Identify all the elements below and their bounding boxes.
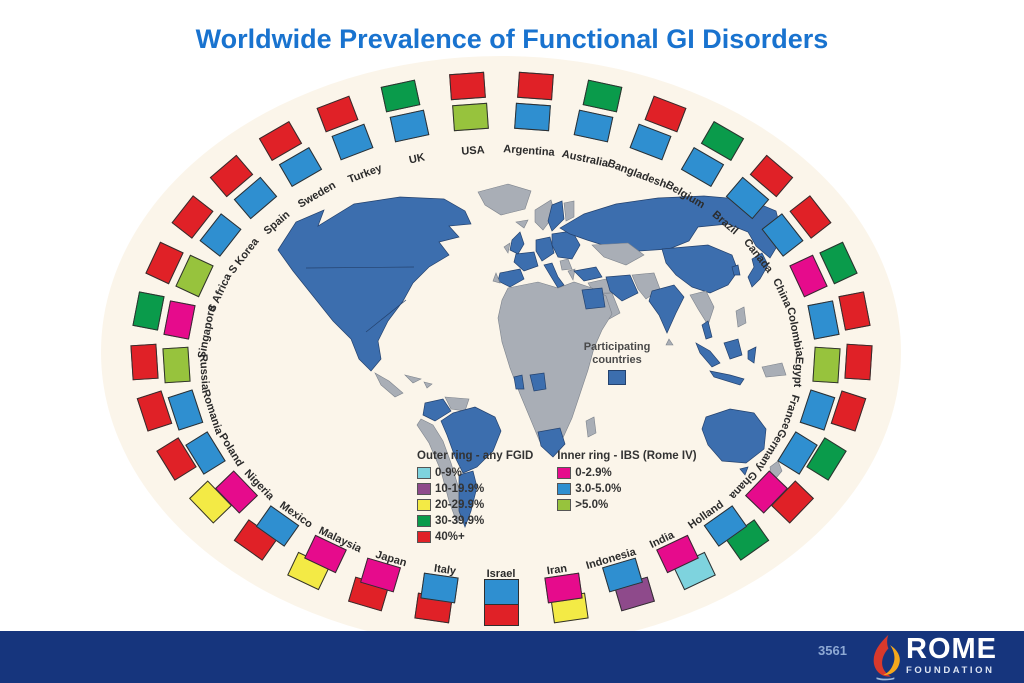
rome-foundation-logo: ROME FOUNDATION — [868, 633, 997, 681]
footer-bar: 3561 ROME FOUNDATION — [0, 631, 1024, 683]
legend-outer-item: 0-9% — [417, 465, 533, 481]
legend-outer-swatch — [417, 499, 431, 511]
flame-icon — [873, 634, 900, 681]
legend-outer-title: Outer ring - any FGID — [417, 450, 534, 462]
participating-countries-note: Participating countries — [565, 341, 669, 385]
egypt-outer-square — [843, 343, 873, 380]
usa-outer-square — [449, 71, 486, 101]
east-asia — [661, 244, 769, 328]
legend-outer-ring: Outer ring - any FGID 0-9% 10-19.9% 20-29.… — [417, 450, 533, 545]
legend-inner-title: Inner ring - IBS (Rome IV) — [557, 450, 697, 462]
slide-title: Worldwide Prevalence of Functional GI Di… — [195, 24, 829, 54]
world-map — [277, 183, 787, 528]
legend-outer-label: 20-29.9% — [435, 499, 485, 511]
legend-outer-item: 40%+ — [417, 529, 533, 545]
kazakhstan — [591, 242, 645, 266]
north-america — [277, 196, 472, 372]
legend-inner-swatch — [557, 483, 572, 495]
legend-outer-label: 0-9% — [435, 467, 462, 479]
israel-label: Israel — [486, 567, 516, 581]
argentina-inner-square — [514, 102, 551, 132]
legend-outer-swatch — [417, 531, 431, 543]
legend-outer-item: 10-19.9% — [417, 481, 533, 497]
usa-inner-square — [452, 102, 489, 132]
legend-inner-item: >5.0% — [557, 497, 696, 513]
legend-inner-label: 3.0-5.0% — [575, 483, 622, 495]
iceland — [515, 219, 529, 229]
africa — [497, 281, 613, 458]
oval-background — [101, 56, 901, 648]
participating-label-line1: Participating — [583, 341, 651, 353]
legend-inner-swatch — [557, 467, 572, 479]
central-america — [374, 372, 404, 398]
israel-inner-square — [483, 578, 519, 606]
legend-outer-swatch — [417, 515, 431, 527]
legend-inner-ring: Inner ring - IBS (Rome IV) 0-2.9% 3.0-5.0… — [557, 450, 697, 545]
argentina-outer-square — [517, 71, 554, 101]
legend-inner-swatch — [557, 499, 572, 511]
legend-inner-item: 3.0-5.0% — [557, 481, 696, 497]
russia-outer-square — [130, 343, 159, 380]
cuba — [404, 374, 422, 384]
south-america — [416, 396, 502, 528]
usa-label: USA — [460, 144, 485, 158]
russia-inner-square — [162, 347, 191, 384]
legend-outer-swatch — [417, 467, 431, 479]
hispaniola — [423, 381, 433, 389]
legend-outer-label: 40%+ — [435, 531, 465, 543]
greenland — [477, 183, 532, 216]
legend-inner-label: >5.0% — [575, 499, 609, 511]
legend-outer-label: 30-39.9% — [435, 515, 485, 527]
egypt-label: Egypt — [790, 356, 805, 388]
slide-number: 3561 — [818, 643, 847, 658]
legend-outer-item: 20-29.9% — [417, 497, 533, 513]
participating-swatch — [608, 370, 626, 385]
rome-text-block: ROME FOUNDATION — [906, 633, 997, 677]
rome-brand-sub: FOUNDATION — [906, 665, 995, 676]
legend-inner-item: 0-2.9% — [557, 465, 696, 481]
legend-outer-item: 30-39.9% — [417, 513, 533, 529]
southeast-asia-islands — [695, 320, 787, 386]
legend-outer-swatch — [417, 483, 431, 495]
europe — [492, 199, 581, 289]
participating-label-line2: countries — [592, 354, 642, 366]
rome-brand-name: ROME — [906, 633, 997, 665]
legend-outer-label: 10-19.9% — [435, 483, 485, 495]
egypt-inner-square — [812, 347, 841, 384]
legend: Outer ring - any FGID 0-9% 10-19.9% 20-29.… — [417, 450, 697, 545]
south-asia — [648, 284, 685, 346]
legend-inner-label: 0-2.9% — [575, 467, 612, 479]
